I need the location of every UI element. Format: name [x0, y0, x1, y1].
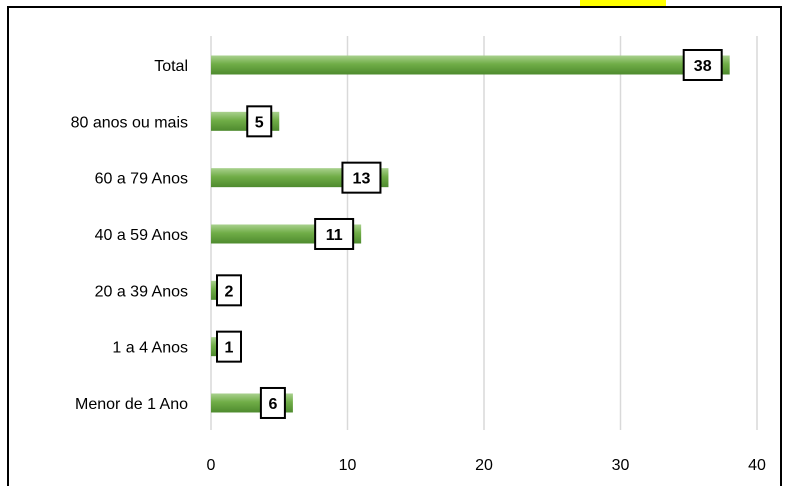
bars	[211, 55, 730, 413]
data-label-3: 11	[314, 217, 355, 250]
bar-0	[211, 55, 730, 75]
data-label-box-2	[341, 161, 382, 194]
data-label-value-4: 2	[225, 283, 234, 300]
category-label-6: Menor de 1 Ano	[75, 396, 188, 413]
data-label-value-5: 1	[225, 340, 234, 357]
data-label-value-3: 11	[326, 227, 343, 244]
category-labels: Total 80 anos ou mais 60 a 79 Anos 40 a 59 …	[71, 58, 189, 413]
category-label-4: 20 a 39 Anos	[95, 283, 188, 300]
data-label-6: 6	[259, 386, 286, 419]
data-label-5: 1	[216, 330, 242, 363]
category-label-0: Total	[154, 58, 188, 75]
x-axis-tick-labels: 0 10 20 30 40	[207, 457, 766, 474]
data-label-value-1: 5	[255, 114, 264, 131]
category-label-3: 40 a 59 Anos	[95, 227, 188, 244]
data-label-box-3	[314, 217, 355, 250]
data-label-value-0: 38	[694, 58, 712, 75]
data-label-box-0	[682, 49, 723, 81]
title-highlight	[580, 0, 666, 6]
data-label-value-6: 6	[268, 396, 277, 413]
category-label-5: 1 a 4 Anos	[112, 340, 188, 357]
data-label-0: 38	[682, 49, 723, 81]
x-tick-label-2: 20	[475, 457, 493, 474]
x-tick-label-0: 0	[207, 457, 216, 474]
data-label-4: 2	[216, 274, 242, 307]
data-label-1: 5	[246, 105, 273, 138]
data-label-value-2: 13	[353, 171, 371, 188]
x-tick-label-1: 10	[339, 457, 357, 474]
chart-frame	[7, 6, 782, 486]
x-tick-label-4: 40	[748, 457, 766, 474]
title-strip	[0, 0, 786, 6]
category-label-1: 80 anos ou mais	[71, 114, 188, 131]
data-label-2: 13	[341, 161, 382, 194]
data-label-box-4	[216, 274, 242, 307]
x-tick-label-3: 30	[612, 457, 630, 474]
data-label-box-6	[259, 386, 286, 419]
category-label-2: 60 a 79 Anos	[95, 171, 188, 188]
data-labels: 38 5 13 11 2 1 6	[216, 49, 723, 419]
data-label-box-5	[216, 330, 242, 363]
data-label-box-1	[246, 105, 273, 138]
